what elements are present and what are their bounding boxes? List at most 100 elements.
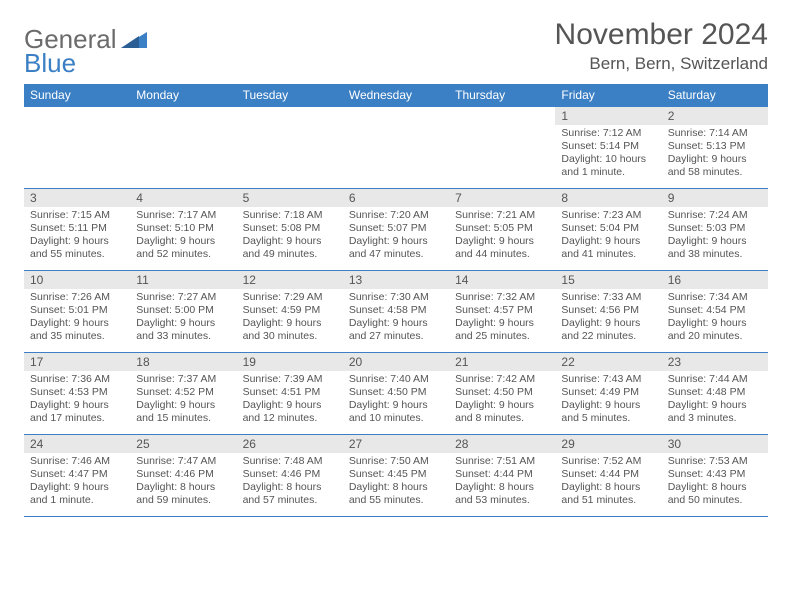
sunrise-text: Sunrise: 7:36 AM <box>30 373 124 386</box>
day-details: Sunrise: 7:33 AMSunset: 4:56 PMDaylight:… <box>555 289 661 348</box>
sunrise-text: Sunrise: 7:26 AM <box>30 291 124 304</box>
sunset-text: Sunset: 4:57 PM <box>455 304 549 317</box>
calendar-cell: 15Sunrise: 7:33 AMSunset: 4:56 PMDayligh… <box>555 271 661 353</box>
day2-text: and 12 minutes. <box>243 412 337 425</box>
sunrise-text: Sunrise: 7:23 AM <box>561 209 655 222</box>
sunrise-text: Sunrise: 7:27 AM <box>136 291 230 304</box>
sunset-text: Sunset: 4:52 PM <box>136 386 230 399</box>
day1-text: Daylight: 9 hours <box>243 317 337 330</box>
calendar-cell: 7Sunrise: 7:21 AMSunset: 5:05 PMDaylight… <box>449 189 555 271</box>
calendar-page: General November 2024 Bern, Bern, Switze… <box>0 0 792 535</box>
day1-text: Daylight: 9 hours <box>243 399 337 412</box>
day-details: Sunrise: 7:50 AMSunset: 4:45 PMDaylight:… <box>343 453 449 512</box>
day-number: 24 <box>24 435 130 453</box>
sunrise-text: Sunrise: 7:32 AM <box>455 291 549 304</box>
calendar-cell <box>130 107 236 189</box>
day-number: 14 <box>449 271 555 289</box>
day-details: Sunrise: 7:14 AMSunset: 5:13 PMDaylight:… <box>662 125 768 184</box>
day-number: 5 <box>237 189 343 207</box>
day2-text: and 10 minutes. <box>349 412 443 425</box>
sunset-text: Sunset: 4:50 PM <box>349 386 443 399</box>
calendar-cell <box>449 107 555 189</box>
day2-text: and 59 minutes. <box>136 494 230 507</box>
day2-text: and 57 minutes. <box>243 494 337 507</box>
day2-text: and 25 minutes. <box>455 330 549 343</box>
calendar-cell: 12Sunrise: 7:29 AMSunset: 4:59 PMDayligh… <box>237 271 343 353</box>
day-number: 6 <box>343 189 449 207</box>
sunset-text: Sunset: 5:04 PM <box>561 222 655 235</box>
day2-text: and 50 minutes. <box>668 494 762 507</box>
sunrise-text: Sunrise: 7:18 AM <box>243 209 337 222</box>
calendar-cell: 16Sunrise: 7:34 AMSunset: 4:54 PMDayligh… <box>662 271 768 353</box>
title-block: November 2024 Bern, Bern, Switzerland <box>555 18 768 74</box>
weekday-header: Thursday <box>449 84 555 107</box>
day-number: 7 <box>449 189 555 207</box>
day1-text: Daylight: 9 hours <box>561 235 655 248</box>
sunset-text: Sunset: 4:51 PM <box>243 386 337 399</box>
day-details: Sunrise: 7:12 AMSunset: 5:14 PMDaylight:… <box>555 125 661 184</box>
calendar-cell: 5Sunrise: 7:18 AMSunset: 5:08 PMDaylight… <box>237 189 343 271</box>
day-number: 17 <box>24 353 130 371</box>
day2-text: and 33 minutes. <box>136 330 230 343</box>
day1-text: Daylight: 9 hours <box>136 317 230 330</box>
calendar-cell: 8Sunrise: 7:23 AMSunset: 5:04 PMDaylight… <box>555 189 661 271</box>
sunrise-text: Sunrise: 7:40 AM <box>349 373 443 386</box>
day-details: Sunrise: 7:51 AMSunset: 4:44 PMDaylight:… <box>449 453 555 512</box>
sunset-text: Sunset: 4:46 PM <box>136 468 230 481</box>
calendar-cell: 19Sunrise: 7:39 AMSunset: 4:51 PMDayligh… <box>237 353 343 435</box>
sunrise-text: Sunrise: 7:37 AM <box>136 373 230 386</box>
weekday-header: Saturday <box>662 84 768 107</box>
day2-text: and 17 minutes. <box>30 412 124 425</box>
calendar-cell: 29Sunrise: 7:52 AMSunset: 4:44 PMDayligh… <box>555 435 661 517</box>
sunset-text: Sunset: 5:03 PM <box>668 222 762 235</box>
sunset-text: Sunset: 4:46 PM <box>243 468 337 481</box>
calendar-cell: 30Sunrise: 7:53 AMSunset: 4:43 PMDayligh… <box>662 435 768 517</box>
day2-text: and 3 minutes. <box>668 412 762 425</box>
day2-text: and 41 minutes. <box>561 248 655 261</box>
day-number: 4 <box>130 189 236 207</box>
day-number: 2 <box>662 107 768 125</box>
sunset-text: Sunset: 4:47 PM <box>30 468 124 481</box>
sunrise-text: Sunrise: 7:34 AM <box>668 291 762 304</box>
day2-text: and 27 minutes. <box>349 330 443 343</box>
sunset-text: Sunset: 5:13 PM <box>668 140 762 153</box>
sunrise-text: Sunrise: 7:21 AM <box>455 209 549 222</box>
sunset-text: Sunset: 5:07 PM <box>349 222 443 235</box>
calendar-cell: 26Sunrise: 7:48 AMSunset: 4:46 PMDayligh… <box>237 435 343 517</box>
sunrise-text: Sunrise: 7:12 AM <box>561 127 655 140</box>
day1-text: Daylight: 9 hours <box>30 399 124 412</box>
day-details: Sunrise: 7:39 AMSunset: 4:51 PMDaylight:… <box>237 371 343 430</box>
weekday-header: Friday <box>555 84 661 107</box>
day-details: Sunrise: 7:40 AMSunset: 4:50 PMDaylight:… <box>343 371 449 430</box>
day1-text: Daylight: 9 hours <box>668 235 762 248</box>
day1-text: Daylight: 9 hours <box>30 481 124 494</box>
sunset-text: Sunset: 4:53 PM <box>30 386 124 399</box>
calendar-cell: 4Sunrise: 7:17 AMSunset: 5:10 PMDaylight… <box>130 189 236 271</box>
day-number: 20 <box>343 353 449 371</box>
day-details: Sunrise: 7:27 AMSunset: 5:00 PMDaylight:… <box>130 289 236 348</box>
day-number: 25 <box>130 435 236 453</box>
day-number: 18 <box>130 353 236 371</box>
day1-text: Daylight: 9 hours <box>668 153 762 166</box>
day-details: Sunrise: 7:47 AMSunset: 4:46 PMDaylight:… <box>130 453 236 512</box>
day-number: 26 <box>237 435 343 453</box>
day-number: 3 <box>24 189 130 207</box>
sunset-text: Sunset: 4:44 PM <box>561 468 655 481</box>
calendar-cell: 24 Sunrise: 7:46 AMSunset: 4:47 PMDayligh… <box>24 435 130 517</box>
sunrise-text: Sunrise: 7:20 AM <box>349 209 443 222</box>
day1-text: Daylight: 9 hours <box>561 399 655 412</box>
day-number: 19 <box>237 353 343 371</box>
day-number: 27 <box>343 435 449 453</box>
sunset-text: Sunset: 5:05 PM <box>455 222 549 235</box>
day2-text: and 55 minutes. <box>349 494 443 507</box>
sunset-text: Sunset: 5:01 PM <box>30 304 124 317</box>
calendar-cell: 18 Sunrise: 7:37 AMSunset: 4:52 PMDayligh… <box>130 353 236 435</box>
sunrise-text: Sunrise: 7:46 AM <box>30 455 124 468</box>
day1-text: Daylight: 9 hours <box>136 399 230 412</box>
day-details: Sunrise: 7:29 AMSunset: 4:59 PMDaylight:… <box>237 289 343 348</box>
calendar-cell: 20Sunrise: 7:40 AMSunset: 4:50 PMDayligh… <box>343 353 449 435</box>
calendar-cell <box>343 107 449 189</box>
day2-text: and 44 minutes. <box>455 248 549 261</box>
day-number: 12 <box>237 271 343 289</box>
day-details: Sunrise: 7:30 AMSunset: 4:58 PMDaylight:… <box>343 289 449 348</box>
